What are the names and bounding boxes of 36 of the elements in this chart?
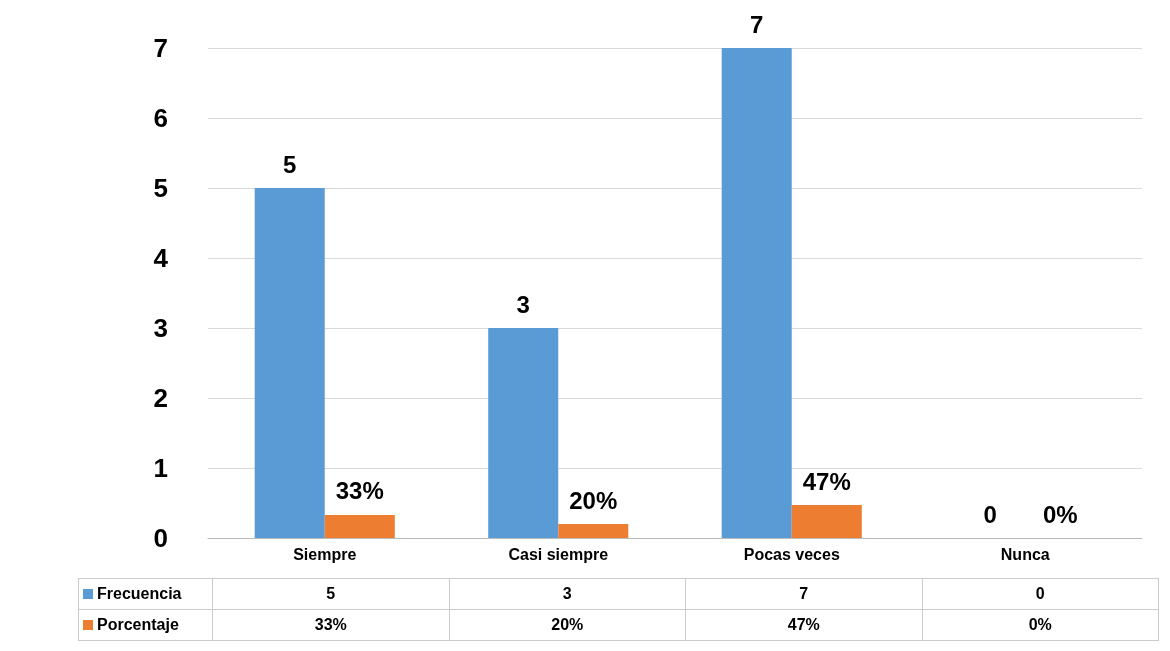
data-label: 7 (685, 578, 922, 610)
bar (488, 328, 559, 538)
y-tick-label: 0 (153, 523, 168, 553)
data-label: 33% (212, 609, 449, 641)
x-tick-label: Casi siempre (508, 545, 609, 563)
bar (558, 524, 629, 538)
text: 47% (802, 467, 851, 495)
bar (254, 188, 325, 538)
data-label: 47% (685, 609, 922, 641)
y-tick-label: 6 (153, 103, 168, 133)
y-tick-label: 5 (153, 173, 168, 203)
text: 5 (283, 150, 297, 178)
text: 3 (516, 290, 530, 318)
bar (791, 505, 862, 538)
text: 0 (983, 500, 997, 528)
y-tick-label: 1 (153, 453, 168, 483)
text: 7 (750, 10, 764, 38)
bar (721, 48, 792, 538)
bar (324, 514, 395, 538)
text: 33% (335, 477, 384, 505)
y-tick-label: 7 (153, 33, 168, 63)
x-tick-label: Pocas veces (743, 545, 840, 563)
x-tick-label: Nunca (1000, 545, 1050, 563)
data-label: 0% (922, 609, 1159, 641)
y-tick-label: 3 (153, 313, 168, 343)
data-label: 3 (449, 578, 686, 610)
legend-label: Porcentaje (78, 609, 213, 641)
data-label: 5 (212, 578, 449, 610)
y-tick-label: 2 (153, 383, 168, 413)
data-label: 0 (922, 578, 1159, 610)
text: 0% (1042, 500, 1078, 528)
x-tick-label: Siempre (293, 545, 357, 563)
legend-label: Frecuencia (78, 578, 213, 610)
y-tick-label: 4 (153, 243, 169, 273)
text: 20% (569, 486, 618, 514)
data-label: 20% (449, 609, 686, 641)
